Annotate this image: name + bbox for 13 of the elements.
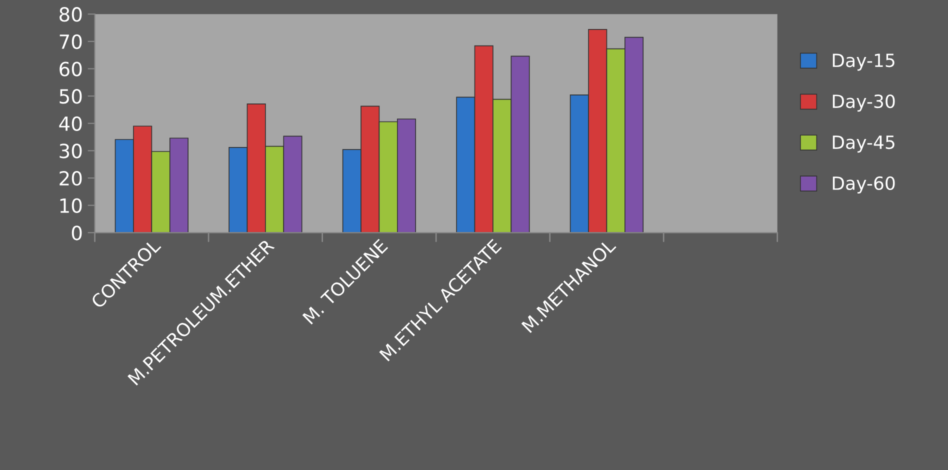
legend-label: Day-60 (832, 176, 895, 194)
legend-label: Day-15 (832, 54, 894, 71)
y-tick-label: 70 (60, 34, 82, 50)
y-tick-label: 80 (60, 7, 82, 22)
y-tick-label: 40 (59, 116, 82, 132)
y-tick-label: 0 (72, 226, 82, 240)
y-tick-label: 20 (60, 170, 82, 186)
y-tick-label: 60 (60, 62, 82, 76)
y-tick-label: 10 (60, 198, 82, 213)
legend-label: Day-45 (832, 136, 894, 153)
y-tick-label: 30 (60, 144, 82, 158)
legend-label: Day-30 (832, 94, 895, 112)
y-tick-label: 50 (60, 89, 82, 104)
